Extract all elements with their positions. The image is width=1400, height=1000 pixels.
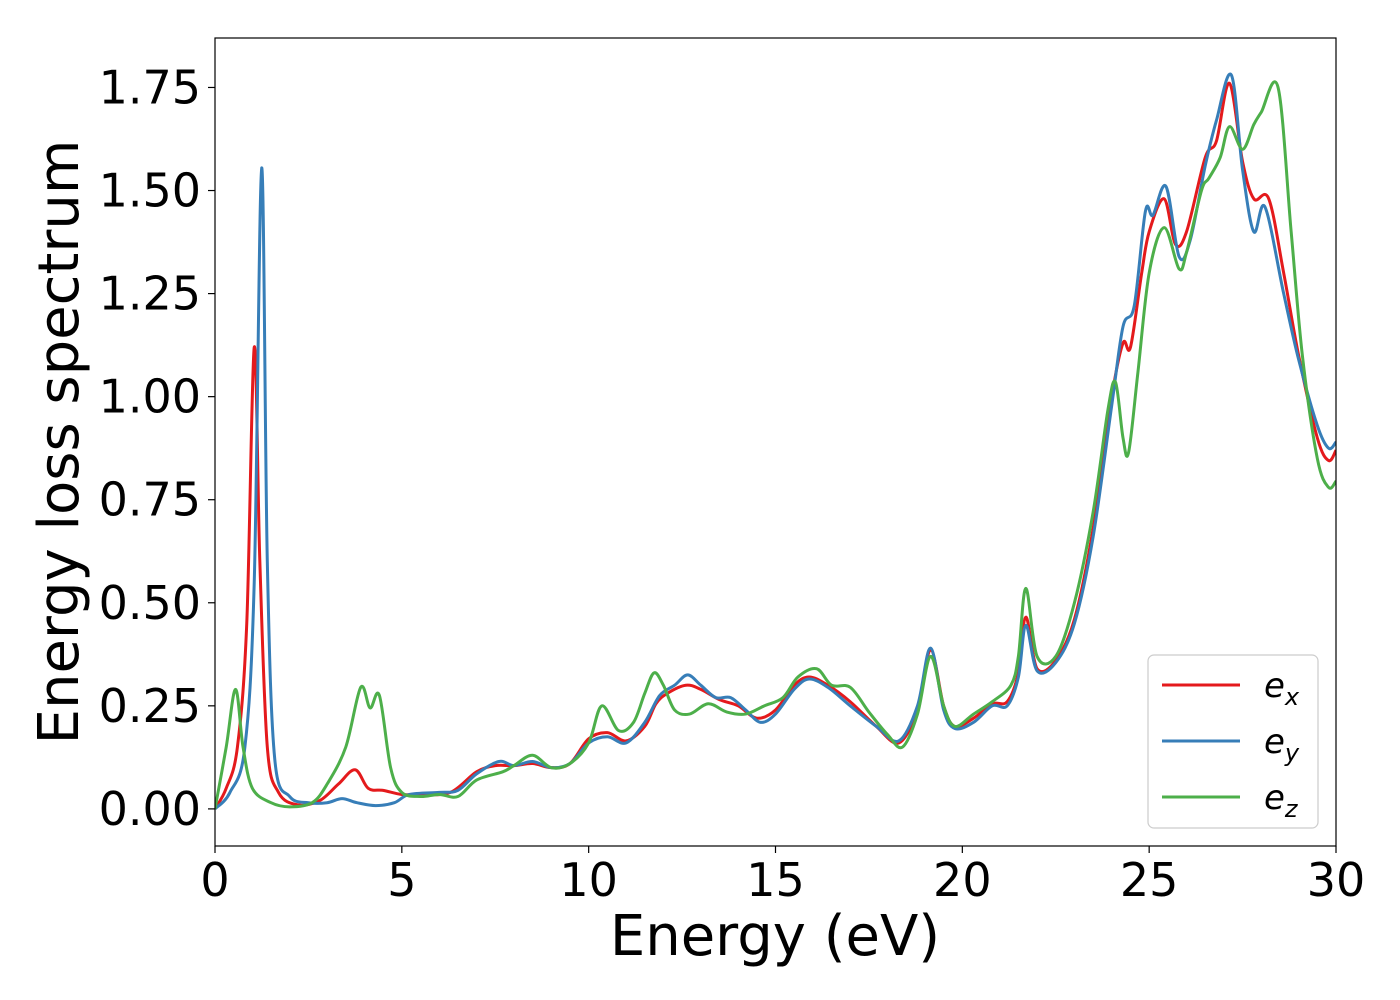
x-axis-title: Energy (eV) <box>610 904 940 969</box>
y-tick-label: 0.00 <box>99 782 201 836</box>
y-tick-label: 1.75 <box>99 60 201 114</box>
series-layer <box>215 72 1336 810</box>
x-tick-label: 25 <box>1120 853 1179 907</box>
y-tick-label: 0.75 <box>99 473 201 527</box>
series-line-e-z <box>215 80 1336 810</box>
legend-label-e-x: ex <box>1264 666 1300 711</box>
y-tick-label: 1.00 <box>99 370 201 424</box>
y-tick-label: 0.25 <box>99 679 201 733</box>
x-tick-label: 30 <box>1307 853 1366 907</box>
x-tick-label: 5 <box>387 853 416 907</box>
x-tick-label: 0 <box>200 853 229 907</box>
legend-label-e-z: ez <box>1264 778 1299 823</box>
series-line-e-y <box>215 72 1336 810</box>
legend-label-e-y: ey <box>1264 722 1300 767</box>
y-tick-label: 0.50 <box>99 576 201 630</box>
x-axis-ticks: 0 5 10 15 20 25 30 <box>200 846 1365 907</box>
y-axis-ticks: 0.00 0.25 0.50 0.75 1.00 1.25 1.50 1.75 <box>99 60 215 836</box>
legend: ex ey ez <box>1147 654 1319 829</box>
y-tick-label: 1.25 <box>99 267 201 321</box>
x-tick-label: 20 <box>933 853 992 907</box>
x-tick-label: 15 <box>746 853 805 907</box>
x-tick-label: 10 <box>559 853 618 907</box>
y-axis-title: Energy loss spectrum <box>27 140 92 745</box>
y-tick-label: 1.50 <box>99 164 201 218</box>
